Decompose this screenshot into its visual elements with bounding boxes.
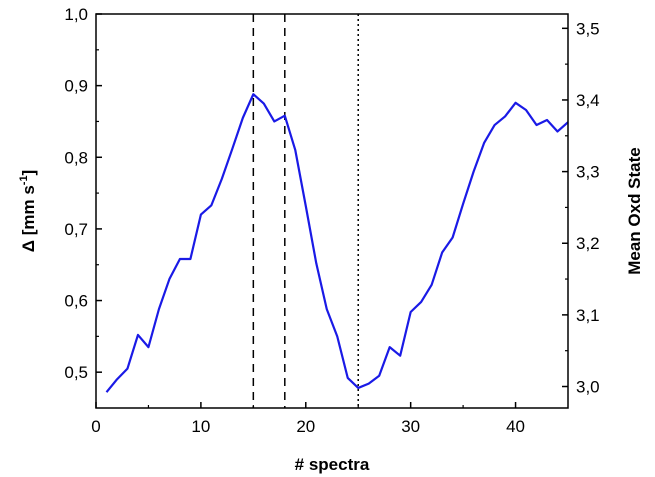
y-axis-left-title-suffix: ] bbox=[19, 170, 38, 176]
x-tick-label: 10 bbox=[191, 417, 210, 436]
y-axis-left-title: Δ [mm s-1] bbox=[18, 170, 38, 252]
y-left-tick-label: 0,9 bbox=[64, 77, 88, 96]
x-axis-title: # spectra bbox=[295, 455, 370, 474]
y-axis-right-title: Mean Oxd State bbox=[625, 147, 644, 275]
x-tick-label: 40 bbox=[506, 417, 525, 436]
y-left-tick-label: 0,6 bbox=[64, 292, 88, 311]
y-left-tick-label: 0,7 bbox=[64, 220, 88, 239]
y-axis-left-title-prefix: Δ [mm s bbox=[19, 185, 38, 252]
y-right-tick-label: 3,0 bbox=[576, 378, 600, 397]
plot-frame bbox=[95, 13, 569, 409]
y-axis-left-title-superscript: -1 bbox=[18, 175, 30, 185]
y-right-tick-label: 3,5 bbox=[576, 19, 600, 38]
y-right-tick-label: 3,3 bbox=[576, 163, 600, 182]
series-line bbox=[105, 93, 569, 393]
series-layer bbox=[105, 93, 569, 393]
y-axis-right: 3,0 3,1 3,2 3,3 3,4 3,5 bbox=[562, 19, 600, 397]
y-right-tick-label: 3,4 bbox=[576, 91, 600, 110]
reference-lines bbox=[252, 14, 359, 408]
x-tick-label: 20 bbox=[296, 417, 315, 436]
y-left-tick-label: 1,0 bbox=[64, 5, 88, 24]
x-tick-label: 30 bbox=[401, 417, 420, 436]
y-left-tick-label: 0,5 bbox=[64, 363, 88, 382]
x-tick-label: 0 bbox=[91, 417, 100, 436]
y-right-tick-label: 3,1 bbox=[576, 306, 600, 325]
x-axis: 0 10 20 30 40 bbox=[91, 402, 525, 436]
y-right-tick-label: 3,2 bbox=[576, 234, 600, 253]
y-left-tick-label: 0,8 bbox=[64, 148, 88, 167]
y-axis-left: 0,5 0,6 0,7 0,8 0,9 1,0 bbox=[64, 5, 102, 382]
